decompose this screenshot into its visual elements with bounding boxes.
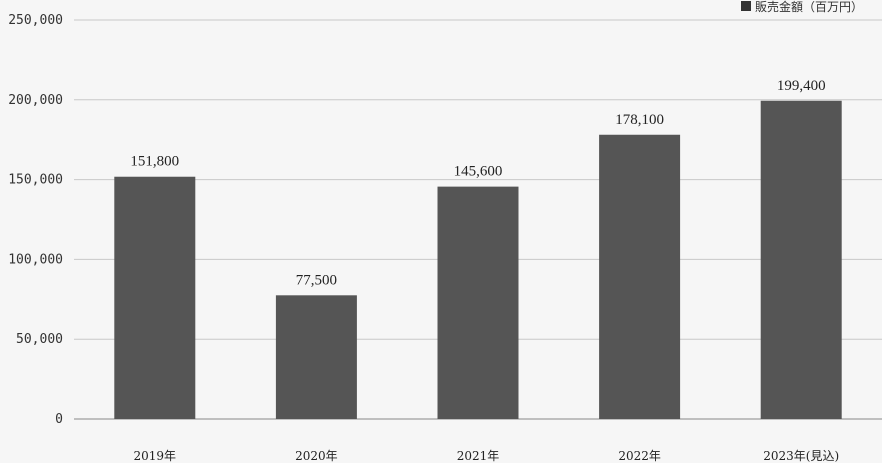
legend: 販売金額（百万円） [741,0,863,14]
y-tick-label: 150,000 [8,173,63,188]
bar [437,186,519,419]
data-labels: 151,800 77,500 145,600 178,100 199,400 [130,78,825,289]
x-tick-label: 2022年 [618,449,661,463]
data-label: 199,400 [777,78,826,94]
data-label: 178,100 [615,112,664,128]
y-tick-label: 100,000 [8,252,63,267]
bar [760,100,842,419]
legend-label: 販売金額（百万円） [755,0,863,14]
x-tick-label: 2019年 [134,449,177,463]
bar [114,176,196,419]
data-label: 77,500 [296,272,337,288]
legend-marker-icon [741,1,751,11]
x-tick-label: 2023年(見込) [763,449,839,463]
y-tick-label: 200,000 [8,93,63,108]
bar [599,134,681,420]
y-tick-label: 0 [55,412,63,427]
x-axis-ticks: 2019年 2020年 2021年 2022年 2023年(見込) [134,449,840,463]
x-tick-label: 2021年 [457,449,500,463]
y-axis-ticks: 0 50,000 100,000 150,000 200,000 250,000 [8,13,63,427]
y-tick-label: 50,000 [16,332,63,347]
x-tick-label: 2020年 [295,449,338,463]
bar [275,295,357,419]
y-tick-label: 250,000 [8,13,63,28]
data-label: 145,600 [454,164,503,180]
bars [114,100,842,420]
data-label: 151,800 [130,154,179,170]
